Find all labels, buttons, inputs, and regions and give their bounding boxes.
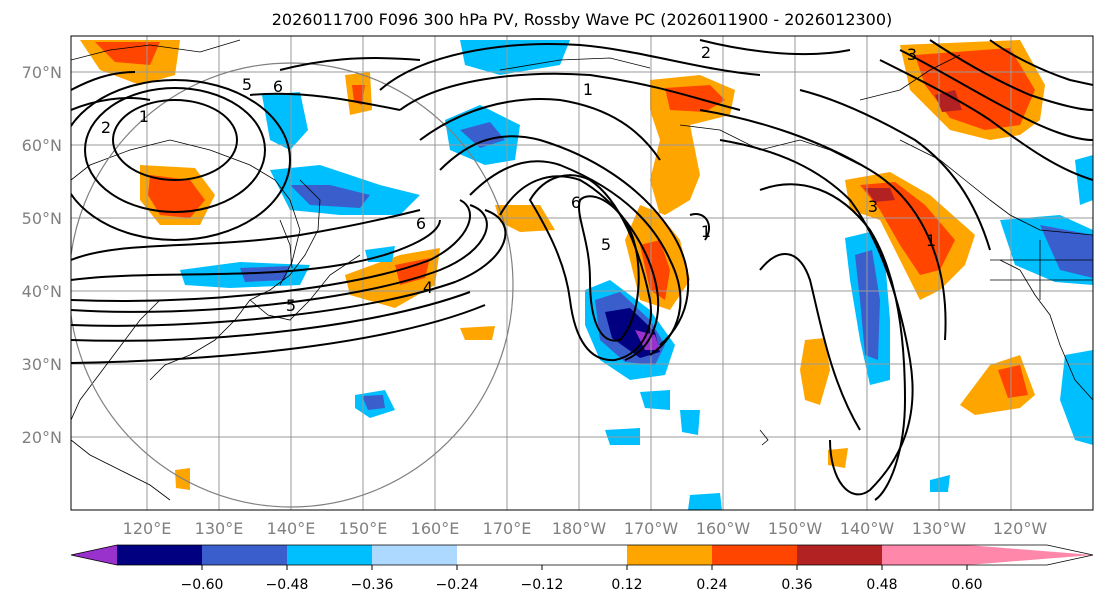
colorbar-tick-label: 0.36 <box>781 577 812 593</box>
colorbar-tick-label: 0.24 <box>696 577 727 593</box>
latitude-labels: 70°N 60°N 50°N 40°N 30°N 20°N <box>22 63 62 447</box>
colorbar-tick-label: 0.60 <box>951 577 982 593</box>
lat-label: 30°N <box>22 355 62 374</box>
contour-label: 6 <box>416 214 426 233</box>
contour-label: 4 <box>423 278 433 297</box>
pv-positive-core <box>148 175 205 218</box>
contour-label: 5 <box>286 296 296 315</box>
contour-label: 3 <box>868 197 878 216</box>
contour-label: 2 <box>101 118 111 137</box>
longitude-labels: 120°E 130°E 140°E 150°E 160°E 170°E 180°… <box>123 519 1048 538</box>
colorbar-ticks <box>201 565 968 570</box>
colorbar-segment <box>457 545 542 565</box>
contour-label: 6 <box>273 77 283 96</box>
lon-label: 160°W <box>696 519 751 538</box>
lon-label: 170°W <box>624 519 679 538</box>
lon-label: 130°E <box>195 519 244 538</box>
colorbar-segment <box>882 545 967 565</box>
pv-positive-strong <box>865 188 895 202</box>
map-panel: 2 3 1 2 1 5 6 6 4 5 6 5 1 3 1 <box>70 35 1094 511</box>
lat-label: 70°N <box>22 63 62 82</box>
pv-positive-core <box>860 182 955 275</box>
colorbar-segment <box>542 545 627 565</box>
pv-positive-anomaly <box>800 338 830 405</box>
colorbar-segment <box>117 545 202 565</box>
pv-negative-core <box>290 185 370 208</box>
pv-negative-core <box>1040 225 1093 278</box>
colorbar-tick-label: −0.12 <box>521 577 564 593</box>
colorbar-tick-labels: −0.60 −0.48 −0.36 −0.24 −0.12 0.12 0.24 … <box>181 577 983 593</box>
colorbar-tick-label: −0.48 <box>266 577 309 593</box>
pv-positive-core <box>640 240 670 300</box>
colorbar-tick-label: 0.12 <box>611 577 642 593</box>
pv-positive-anomaly <box>460 326 495 340</box>
pv-negative-anomaly <box>930 475 950 492</box>
pv-negative-core <box>460 122 505 148</box>
contour-label: 1 <box>701 222 711 241</box>
pv-negative-anomaly <box>1060 350 1093 445</box>
pv-negative-core <box>362 395 385 410</box>
contour-label: 5 <box>242 75 252 94</box>
lon-label: 120°W <box>993 519 1048 538</box>
pv-positive-core <box>998 365 1028 398</box>
contour-label: 6 <box>571 193 581 212</box>
pv-negative-anomaly <box>1075 155 1093 205</box>
pv-shading <box>80 40 1093 510</box>
pv-positive-core <box>95 42 160 65</box>
colorbar-segment <box>372 545 457 565</box>
contour-label: 1 <box>926 231 936 250</box>
colorbar-extend-min <box>71 545 117 565</box>
contour-label: 1 <box>139 107 149 126</box>
lat-label: 40°N <box>22 282 62 301</box>
colorbar-tick-label: −0.24 <box>436 577 479 593</box>
lat-label: 60°N <box>22 136 62 155</box>
colorbar: −0.60 −0.48 −0.36 −0.24 −0.12 0.12 0.24 … <box>70 544 1094 593</box>
pc-contours <box>71 39 1093 501</box>
contour-label: 1 <box>583 80 593 99</box>
lon-label: 170°E <box>483 519 532 538</box>
lon-label: 120°E <box>123 519 172 538</box>
colorbar-segment <box>797 545 882 565</box>
contour-label: 5 <box>601 235 611 254</box>
pv-negative-extreme <box>635 330 660 350</box>
pv-positive-strong <box>935 90 962 112</box>
pv-negative-anomaly <box>680 410 700 435</box>
colorbar-segment <box>627 545 712 565</box>
pv-positive-core <box>395 258 430 285</box>
lon-label: 180°W <box>552 519 607 538</box>
lon-label: 150°E <box>339 519 388 538</box>
lon-label: 140°W <box>840 519 895 538</box>
pv-negative-anomaly <box>262 92 308 150</box>
colorbar-segment <box>712 545 797 565</box>
contour-label: 2 <box>701 43 711 62</box>
figure-title: 2026011700 F096 300 hPa PV, Rossby Wave … <box>272 10 893 29</box>
pv-positive-core <box>352 85 365 105</box>
lat-label: 50°N <box>22 209 62 228</box>
lat-label: 20°N <box>22 428 62 447</box>
pv-negative-core <box>240 266 290 282</box>
lon-label: 150°W <box>768 519 823 538</box>
lon-label: 130°W <box>912 519 967 538</box>
domain-circle <box>71 62 514 508</box>
colorbar-tick-label: −0.36 <box>351 577 394 593</box>
colorbar-extend-max <box>967 545 1093 565</box>
colorbar-tick-label: 0.48 <box>866 577 897 593</box>
contour-label: 3 <box>907 45 917 64</box>
colorbar-segment <box>202 545 287 565</box>
colorbar-segment <box>287 545 372 565</box>
contour-labels: 2 3 1 2 1 5 6 6 4 5 6 5 1 3 1 <box>101 43 936 315</box>
colorbar-tick-label: −0.60 <box>181 577 224 593</box>
pv-negative-anomaly <box>688 493 722 510</box>
lon-label: 140°E <box>267 519 316 538</box>
pv-negative-anomaly <box>640 390 670 410</box>
lon-label: 160°E <box>411 519 460 538</box>
